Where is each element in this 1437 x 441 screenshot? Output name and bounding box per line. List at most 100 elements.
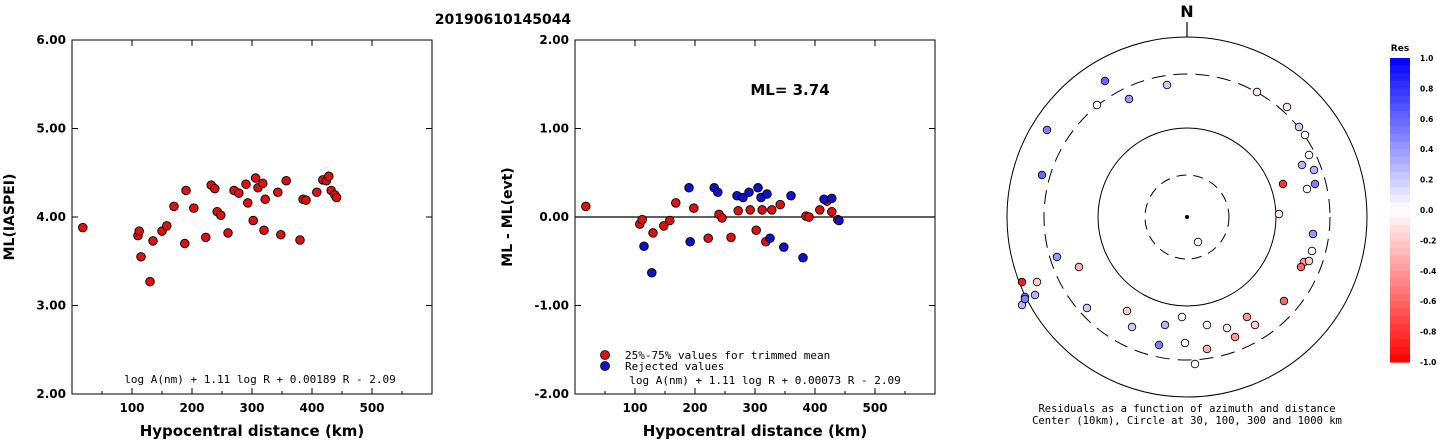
station-marker xyxy=(1282,102,1292,112)
middle-point-blue xyxy=(738,192,748,203)
station-marker xyxy=(1250,320,1260,330)
middle-point-blue xyxy=(786,191,796,201)
middle-point-blue xyxy=(639,241,649,251)
left-ylabel: ML(IASPEI) xyxy=(2,174,18,261)
colorbar-segment xyxy=(1390,263,1410,272)
station-marker xyxy=(1279,296,1289,306)
station-marker xyxy=(1017,277,1027,287)
station-marker xyxy=(1037,170,1047,180)
north-label: N xyxy=(1180,2,1193,21)
station-marker xyxy=(1294,122,1304,132)
colorbar-segment xyxy=(1390,194,1410,203)
left-data-point xyxy=(259,225,269,236)
station-marker xyxy=(1124,94,1134,104)
colorbar-segment xyxy=(1390,172,1410,181)
colorbar-segment xyxy=(1390,149,1410,158)
station-marker xyxy=(1100,76,1110,86)
left-data-point xyxy=(201,232,211,243)
middle-point-blue xyxy=(753,183,763,193)
left-data-point xyxy=(216,210,226,220)
colorbar-segment xyxy=(1390,217,1410,226)
colorbar-title: Res xyxy=(1391,44,1409,54)
station-marker xyxy=(1304,256,1314,266)
middle-points xyxy=(581,183,844,278)
colorbar-segment xyxy=(1390,354,1410,363)
colorbar-segment xyxy=(1390,118,1410,127)
colorbar-segment xyxy=(1390,156,1410,165)
left-data-point xyxy=(295,235,305,245)
colorbar-segment xyxy=(1390,88,1410,97)
station-marker xyxy=(1302,184,1312,194)
station-marker xyxy=(1032,277,1042,287)
middle-point-blue xyxy=(647,268,657,278)
left-xtick-label: 200 xyxy=(179,401,204,415)
colorbar-segment xyxy=(1390,286,1410,295)
station-marker xyxy=(1177,312,1187,322)
station-marker xyxy=(1092,100,1102,110)
colorbar-tick-label: 0.8 xyxy=(1420,84,1433,93)
left-ytick-label: 4.00 xyxy=(36,210,66,224)
middle-point-blue xyxy=(684,183,694,193)
middle-point-blue xyxy=(762,189,772,199)
middle-point-red xyxy=(775,199,785,210)
station-marker xyxy=(1042,125,1052,135)
middle-point-red xyxy=(767,205,777,215)
colorbar-segment xyxy=(1390,187,1410,196)
middle-point-blue xyxy=(779,242,789,252)
colorbar-segment xyxy=(1390,308,1410,317)
middle-point-red xyxy=(648,228,658,238)
legend-blue-label: Rejected values xyxy=(625,360,724,373)
middle-xtick-label: 200 xyxy=(682,401,707,415)
colorbar-tick-label: 0.0 xyxy=(1420,206,1433,215)
middle-point-red xyxy=(726,232,736,243)
station-marker xyxy=(1193,237,1203,247)
colorbar-segment xyxy=(1390,346,1410,355)
station-marker xyxy=(1242,312,1252,322)
middle-axes: 100 200 300 400 500 -2.00 -1.00 0.00 1.00 2.00 xyxy=(534,33,935,415)
middle-point-red xyxy=(581,201,591,212)
middle-xtick-label: 100 xyxy=(622,401,647,415)
ring-dashed-30km xyxy=(1144,174,1230,260)
station-marker xyxy=(1202,344,1212,354)
left-ytick-label: 2.00 xyxy=(36,387,66,401)
middle-ylabel: ML - ML(evt) xyxy=(500,167,516,266)
left-xlabel: Hypocentral distance (km) xyxy=(140,422,365,440)
station-marker xyxy=(1180,338,1190,348)
colorbar-segment xyxy=(1390,111,1410,120)
left-xtick-label: 100 xyxy=(119,401,144,415)
station-marker xyxy=(1202,320,1212,330)
station-marker xyxy=(1304,150,1314,160)
station-marker xyxy=(1030,290,1040,300)
polar-panel: N Residuals as a function of azimuth and… xyxy=(1006,2,1368,427)
colorbar-body: 1.0 0.8 0.6 0.4 0.2 0.0 -0.2 -0.4 -0.6 -0.8 -1.0 xyxy=(1390,54,1436,367)
middle-point-red xyxy=(815,205,825,215)
left-points xyxy=(78,171,342,287)
colorbar-tick-label: -0.8 xyxy=(1420,328,1436,337)
colorbar-tick-label: 1.0 xyxy=(1420,54,1433,63)
station-marker xyxy=(1052,252,1062,262)
middle-point-blue xyxy=(819,194,829,205)
colorbar-segment xyxy=(1390,164,1410,173)
middle-ytick-label: 2.00 xyxy=(539,33,569,47)
middle-point-red xyxy=(757,205,767,215)
colorbar-segment xyxy=(1390,316,1410,325)
colorbar-tick-label: -0.6 xyxy=(1420,297,1436,306)
station-marker xyxy=(1274,209,1284,219)
colorbar-tick-label: -0.2 xyxy=(1420,236,1436,245)
left-ytick-label: 3.00 xyxy=(36,299,66,313)
polar-caption-line2: Center (10km), Circle at 30, 100, 300 an… xyxy=(1032,415,1342,427)
colorbar-segment xyxy=(1390,202,1410,211)
station-marker xyxy=(1296,262,1306,272)
colorbar-segment xyxy=(1390,179,1410,188)
left-data-point xyxy=(250,173,261,183)
middle-point-blue xyxy=(685,237,695,247)
polar-stations xyxy=(1017,76,1320,369)
station-marker xyxy=(1300,130,1310,140)
left-formula: log A(nm) + 1.11 log R + 0.00189 R - 2.0… xyxy=(124,373,396,386)
middle-point-blue xyxy=(713,187,723,197)
colorbar-segment xyxy=(1390,324,1410,333)
station-marker xyxy=(1020,294,1030,304)
center-point xyxy=(1185,215,1189,219)
colorbar-segment xyxy=(1390,240,1410,249)
